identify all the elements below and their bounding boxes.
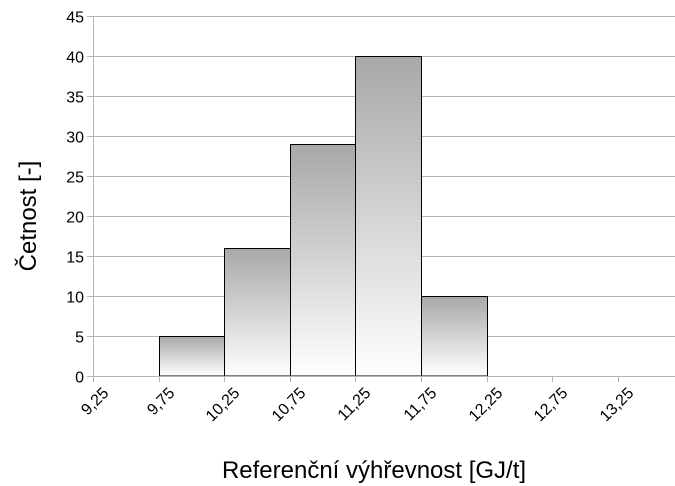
x-tick-label: 12,75: [531, 385, 571, 425]
y-tick-label: 25: [66, 170, 84, 187]
y-tick-label: 0: [75, 370, 84, 387]
bar: [421, 296, 488, 377]
x-tick-label: 11,75: [401, 385, 441, 425]
x-tick-label: 10,75: [269, 385, 309, 425]
y-tick-label: 15: [66, 250, 84, 267]
x-tick-label: 9,25: [78, 385, 112, 419]
bar: [159, 336, 226, 377]
y-tick-label: 45: [66, 10, 84, 27]
y-tick-label: 10: [66, 290, 84, 307]
x-tick-label: 13,25: [597, 385, 637, 425]
x-axis-title: Referenční výhřevnost [GJ/t]: [222, 457, 526, 484]
y-tick-label: 40: [66, 50, 84, 67]
bar: [355, 56, 422, 377]
y-tick-labels: 0 5 10 15 20 25 30 35 40 45: [66, 10, 84, 387]
y-tick-label: 5: [75, 330, 84, 347]
x-tick-labels: 9,25 9,75 10,25 10,75 11,25 11,75 12,25 12,75 13…: [78, 385, 637, 425]
y-tick-label: 35: [66, 90, 84, 107]
x-tick-label: 12,25: [466, 385, 506, 425]
axes: [87, 16, 675, 382]
x-tick-label: 9,75: [144, 385, 178, 419]
y-tick-label: 20: [66, 210, 84, 227]
y-tick-label: 30: [66, 130, 84, 147]
x-tick-label: 11,25: [335, 385, 375, 425]
y-axis-title: Četnost [-]: [14, 161, 42, 272]
bar: [224, 248, 291, 377]
x-tick-label: 10,25: [203, 385, 243, 425]
bar: [290, 144, 357, 377]
